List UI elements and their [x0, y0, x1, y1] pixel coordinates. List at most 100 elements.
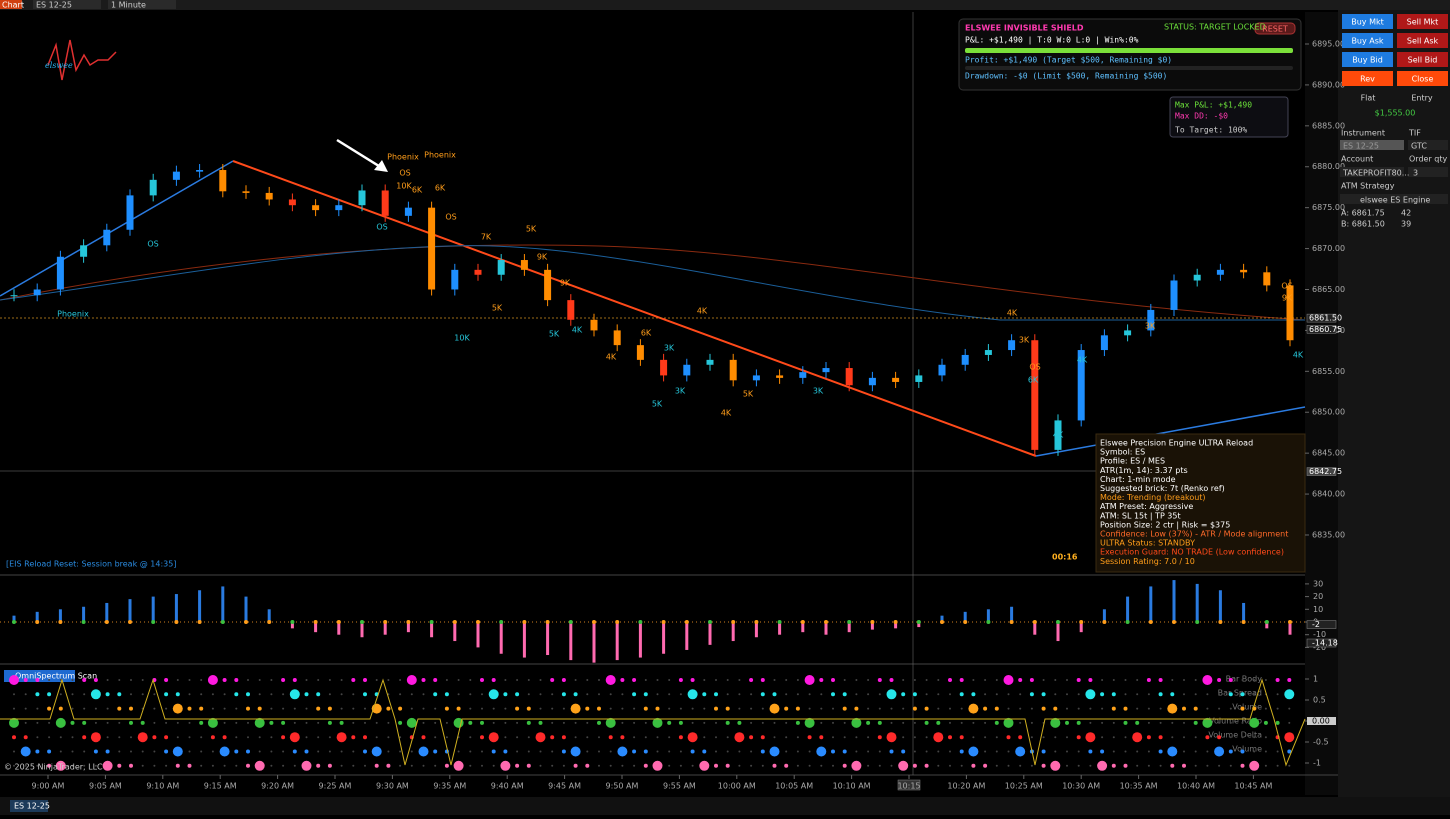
omni-dot	[535, 732, 546, 743]
omni-dot	[292, 749, 297, 754]
omni-dot	[971, 763, 976, 768]
chart-tab[interactable]	[0, 0, 22, 9]
omni-dot	[1111, 763, 1116, 768]
osc-dot	[406, 620, 411, 624]
omni-dot	[968, 703, 979, 714]
omni-dot	[867, 764, 870, 767]
omni-dot	[983, 706, 988, 711]
omni-button[interactable]	[4, 670, 75, 682]
candle	[567, 300, 575, 320]
order-button-label[interactable]: Buy Ask	[1351, 37, 1383, 46]
omni-dot	[480, 720, 484, 725]
time-label: 10:00 AM	[718, 782, 756, 791]
order-button[interactable]	[1397, 52, 1448, 67]
order-button-label[interactable]: Sell Ask	[1407, 37, 1439, 46]
order-button[interactable]	[1342, 14, 1393, 29]
omni-dot	[58, 706, 63, 711]
osc-dot	[35, 620, 40, 624]
instrument-select[interactable]	[33, 0, 101, 9]
omni-dot	[422, 707, 425, 710]
osc-dot	[568, 620, 573, 624]
histogram-bar	[1033, 622, 1037, 635]
order-button-label[interactable]: Close	[1412, 75, 1434, 84]
order-button[interactable]	[1342, 33, 1393, 48]
candle-annotation: 4K	[1293, 351, 1304, 360]
candle	[265, 192, 273, 200]
omni-dot	[488, 732, 499, 743]
omni-dot	[93, 749, 98, 754]
omni-dot	[570, 703, 581, 714]
omni-dot	[1041, 763, 1046, 768]
omni-dot	[246, 763, 250, 768]
omni-dot	[1275, 678, 1280, 682]
omni-dot	[1241, 721, 1244, 724]
candle	[149, 179, 157, 196]
omni-dot	[328, 750, 331, 753]
order-button-label[interactable]: Buy Bid	[1352, 56, 1383, 65]
stats-box	[1169, 96, 1289, 138]
order-button[interactable]	[1342, 52, 1393, 67]
price-tick-label: 6855.00	[1312, 367, 1345, 376]
omni-dot	[551, 764, 554, 767]
qty-field[interactable]	[1408, 167, 1448, 177]
order-button[interactable]	[1397, 14, 1448, 29]
omni-dot	[188, 736, 191, 739]
omni-dot	[94, 721, 97, 724]
omni-dot	[35, 678, 40, 682]
omni-dot	[995, 764, 998, 767]
order-button-label[interactable]: Rev	[1360, 75, 1375, 84]
omni-dot	[445, 679, 448, 681]
tab-label[interactable]: Chart	[2, 1, 24, 10]
histogram-bar	[58, 609, 62, 622]
order-button[interactable]	[1342, 71, 1393, 86]
interval-select[interactable]	[108, 0, 176, 9]
omni-dot	[842, 692, 847, 697]
bottom-tab-label[interactable]: ES 12-25	[14, 802, 50, 811]
omni-dot	[1050, 760, 1061, 771]
order-button-label[interactable]: Sell Mkt	[1407, 18, 1439, 27]
account-field[interactable]	[1340, 167, 1404, 177]
bottom-tab[interactable]	[10, 800, 48, 812]
osc-dot	[1032, 620, 1037, 624]
omni-dot	[984, 693, 987, 696]
candle	[335, 205, 343, 211]
order-button-label[interactable]: Sell Bid	[1408, 56, 1438, 65]
omni-dot	[633, 707, 636, 710]
info-line: ULTRA Status: STANDBY	[1100, 539, 1195, 548]
instrument-field[interactable]	[1340, 140, 1404, 150]
histogram-bar	[847, 622, 851, 633]
atm-field[interactable]	[1340, 194, 1448, 204]
omni-dot	[340, 693, 343, 696]
omni-dot	[106, 721, 109, 724]
omni-dot	[421, 678, 426, 682]
omni-dot	[1018, 678, 1023, 682]
order-button[interactable]	[1397, 33, 1448, 48]
omni-dot	[562, 764, 565, 767]
omni-dot	[481, 707, 483, 710]
order-button-label[interactable]: Buy Mkt	[1351, 18, 1384, 27]
candle-annotation: 3K	[1145, 322, 1156, 331]
omni-dot	[1240, 692, 1245, 697]
omni-dot	[35, 692, 40, 697]
omni-dot	[387, 679, 390, 681]
trend-line	[232, 160, 1037, 457]
histogram-bar	[290, 622, 294, 629]
price-tag-label: 6860.75	[1309, 325, 1342, 334]
omni-dot	[1171, 679, 1174, 681]
omni-dot	[1249, 760, 1260, 771]
omni-dot	[738, 679, 741, 681]
omni-dot	[141, 693, 144, 696]
omni-dot	[140, 720, 145, 725]
omni-dot	[984, 721, 987, 724]
omni-dot	[574, 721, 577, 724]
omni-dot	[994, 706, 999, 711]
tif-field[interactable]	[1408, 140, 1448, 150]
session-note: [EIS Reload Reset: Session break @ 14:35…	[6, 560, 176, 569]
histogram-bar	[522, 622, 526, 658]
omni-dot	[270, 750, 273, 753]
osc-dot	[916, 620, 921, 624]
reset-button[interactable]	[1254, 22, 1296, 35]
omni-dot	[1041, 706, 1046, 711]
omni-button-label[interactable]: OmniSpectrum Scan	[15, 672, 97, 681]
order-button[interactable]	[1397, 71, 1448, 86]
